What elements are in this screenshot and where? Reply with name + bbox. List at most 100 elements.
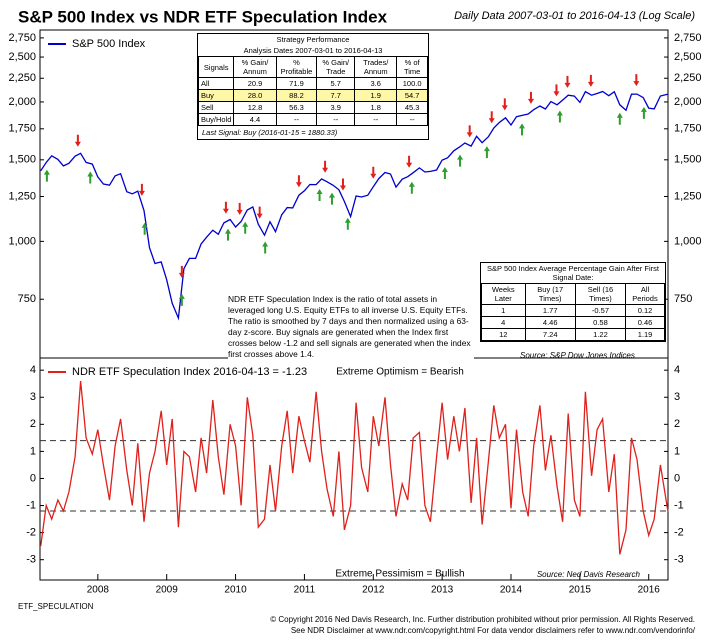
table-cell: 0.12	[625, 304, 665, 317]
table-cell: 45.3	[396, 101, 428, 114]
column-header: % Profitable	[275, 56, 318, 78]
series-line	[40, 90, 669, 321]
sell-arrow	[236, 202, 243, 215]
sell-arrow	[322, 160, 329, 173]
x-tick-label: 2012	[362, 585, 385, 596]
table-cell: 4	[481, 316, 526, 329]
column-header: Buy (17 Times)	[524, 283, 576, 305]
table-cell: -0.57	[574, 304, 627, 317]
y-tick-label: -3	[674, 554, 684, 566]
y-tick-label: 2,000	[8, 96, 36, 108]
disclaimer: See NDR Disclaimer at www.ndr.com/copyri…	[291, 626, 696, 635]
sell-arrow	[339, 178, 346, 191]
buy-arrow	[640, 106, 647, 119]
table-cell: Buy	[197, 89, 235, 102]
y-tick-label: 1,750	[674, 123, 702, 135]
footer-code: ETF_SPECULATION	[18, 602, 94, 611]
last-signal: Last Signal: Buy (2016-01-15 = 1880.33)	[202, 128, 338, 137]
sell-arrow	[501, 98, 508, 111]
y-tick-label: 0	[30, 472, 36, 484]
sell-arrow	[553, 84, 560, 97]
x-tick-label: 2009	[156, 585, 179, 596]
y-tick-label: 1,000	[8, 235, 36, 247]
buy-arrow	[87, 171, 94, 184]
chart-title: S&P 500 Index vs NDR ETF Speculation Ind…	[18, 7, 388, 26]
table-cell: 28.0	[233, 89, 277, 102]
sell-arrow	[74, 134, 81, 147]
sell-arrow	[488, 111, 495, 124]
sell-arrow	[138, 183, 145, 196]
x-tick-label: 2008	[87, 585, 110, 596]
buy-arrow	[519, 123, 526, 136]
buy-arrow	[408, 181, 415, 194]
table-row: 12 7.24 1.22 1.19	[481, 328, 665, 341]
table-cell: 20.9	[233, 77, 277, 90]
buy-arrow	[224, 228, 231, 241]
frame	[39, 29, 669, 581]
table: Weeks Later Buy (17 Times) Sell (16 Times)…	[481, 283, 665, 341]
sell-arrow	[222, 201, 229, 214]
buy-arrow	[141, 222, 148, 235]
table-row: Sell 12.8 56.3 3.9 1.8 45.3	[197, 101, 428, 114]
y-tick-label: 1,500	[674, 154, 702, 166]
table-subtitle: Analysis Dates 2007-03-01 to 2016-04-13	[243, 46, 383, 55]
table-cell: 3.6	[354, 77, 398, 90]
x-tick-label: 2016	[638, 585, 661, 596]
buy-arrow	[483, 146, 490, 159]
legend-label: NDR ETF Speculation Index 2016-04-13 = -…	[72, 366, 307, 378]
legend-label: S&P 500 Index	[72, 38, 146, 50]
table-cell: --	[316, 113, 356, 126]
table-cell: --	[396, 113, 428, 126]
buy-arrow	[556, 110, 563, 123]
y-tick-label: 2,500	[674, 51, 702, 63]
table-cell: 1.19	[625, 328, 665, 341]
table-body: 1 1.77 -0.57 0.12 4 4.46 0.58 0.46 12 7.24 1.22 1.1…	[481, 304, 665, 341]
sell-arrow	[370, 166, 377, 179]
y-tick-label: 2	[674, 418, 680, 430]
table-cell: 56.3	[275, 101, 318, 114]
gain-table: S&P 500 Index Average Percentage Gain Af…	[480, 262, 666, 342]
table-row: All 20.9 71.9 5.7 3.6 100.0	[197, 77, 428, 90]
y-tick-label: 1	[30, 445, 36, 457]
table-cell: 71.9	[275, 77, 318, 90]
buy-arrow	[178, 293, 185, 306]
table-cell: 7.24	[524, 328, 576, 341]
x-tick-label: 2010	[224, 585, 247, 596]
table-cell: 12	[481, 328, 526, 341]
y-tick-label: 4	[30, 364, 36, 376]
annotation: Source: Ned Davis Research	[537, 570, 641, 579]
sell-arrow	[633, 74, 640, 87]
source: Source: S&P Dow Jones Indices	[520, 351, 635, 360]
sell-arrow	[406, 155, 413, 168]
y-tick-label: -3	[26, 554, 36, 566]
table-cell: 4.46	[524, 316, 576, 329]
sell-arrow	[564, 75, 571, 88]
table-cell: 0.46	[625, 316, 665, 329]
buy-arrow	[316, 189, 323, 202]
y-tick-label: 2,000	[674, 96, 702, 108]
buy-arrow	[457, 154, 464, 167]
sell-arrow	[527, 91, 534, 104]
table-cell: 1.77	[524, 304, 576, 317]
sell-arrow	[466, 125, 473, 138]
table-cell: 4.4	[233, 113, 277, 126]
y-tick-label: 1,500	[8, 154, 36, 166]
sell-arrow	[295, 175, 302, 188]
table-cell: 0.58	[574, 316, 627, 329]
y-tick-label: 2,500	[8, 51, 36, 63]
buy-arrow	[242, 221, 249, 234]
column-header: Weeks Later	[481, 283, 526, 305]
buy-arrow	[344, 217, 351, 230]
table-cell: Sell	[197, 101, 235, 114]
column-header: Trades/ Annum	[354, 56, 398, 78]
copyright: © Copyright 2016 Ned Davis Research, Inc…	[270, 615, 695, 624]
buy-arrow	[441, 166, 448, 179]
annotation: Extreme Optimism = Bearish	[336, 367, 464, 378]
y-tick-label: 1,000	[674, 235, 702, 247]
table-title: Strategy Performance	[276, 35, 350, 44]
strategy-table: Strategy Performance Analysis Dates 2007-…	[197, 33, 429, 140]
chart-subtitle: Daily Data 2007-03-01 to 2016-04-13 (Log…	[454, 10, 695, 22]
table-cell: 1.9	[354, 89, 398, 102]
y-tick-label: 4	[674, 364, 680, 376]
